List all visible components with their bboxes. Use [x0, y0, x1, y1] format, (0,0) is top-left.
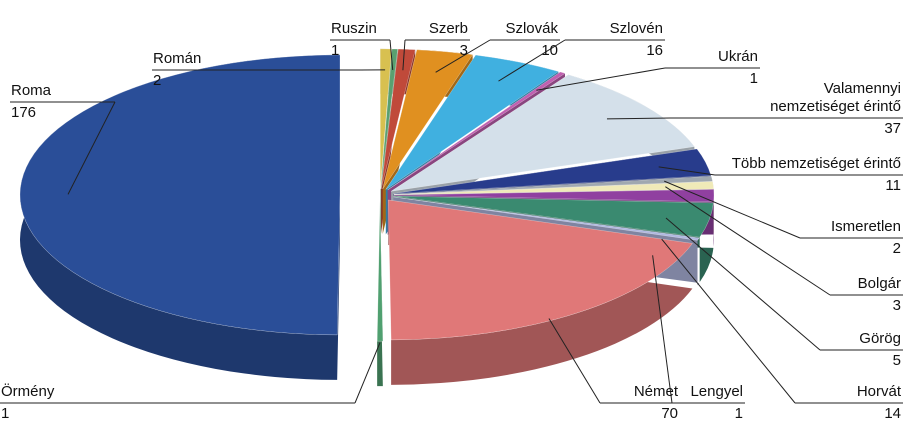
category-label: Lengyel — [690, 383, 743, 400]
category-label: Ruszin — [331, 20, 377, 37]
category-label: Roma — [11, 82, 52, 99]
slice — [393, 176, 713, 195]
slice — [376, 201, 384, 342]
value-label: 1 — [331, 42, 340, 59]
leader-line — [665, 186, 831, 296]
slice — [379, 48, 392, 189]
category-label: Horvát — [856, 383, 901, 400]
value-label: 1 — [1, 405, 10, 422]
category-label: Valamennyi nemzetiséget érintő — [770, 80, 901, 115]
value-label: 11 — [885, 177, 901, 194]
category-label: Szlovén — [609, 20, 663, 37]
slice — [385, 54, 559, 190]
slice — [393, 196, 700, 241]
leader-line — [665, 217, 821, 351]
leader-line — [67, 101, 116, 195]
slice — [387, 71, 566, 191]
value-label: 2 — [892, 240, 901, 257]
leader-line — [402, 39, 406, 71]
slice — [382, 49, 474, 190]
slice — [388, 199, 693, 341]
value-label: 176 — [11, 104, 37, 121]
leader-line — [658, 166, 716, 176]
leader-line — [652, 255, 673, 404]
category-label: Román — [153, 50, 202, 67]
leader-line — [354, 342, 381, 404]
value-label: 10 — [541, 42, 558, 59]
category-label: Ukrán — [717, 48, 758, 65]
leader-line — [389, 39, 394, 71]
leader-line — [548, 318, 601, 404]
value-label: 3 — [459, 42, 468, 59]
leader-line — [536, 67, 666, 91]
slice — [393, 148, 712, 194]
slice — [380, 48, 416, 189]
leader-line — [606, 117, 671, 120]
value-label: 14 — [884, 405, 901, 422]
value-label: 5 — [892, 352, 901, 369]
value-label: 16 — [646, 42, 663, 59]
slice — [393, 181, 714, 195]
value-label: 3 — [892, 297, 901, 314]
value-label: 70 — [661, 405, 678, 422]
slice — [390, 74, 695, 192]
leader-line — [435, 39, 491, 73]
value-label: 1 — [734, 405, 743, 422]
category-label: Bolgár — [857, 275, 901, 292]
slice — [393, 195, 714, 238]
leader-line — [498, 39, 566, 82]
slice — [380, 48, 398, 189]
value-label: 2 — [153, 72, 162, 89]
category-label: Ismeretlen — [830, 218, 901, 235]
category-label: Szlovák — [505, 20, 558, 37]
category-label: Több nemzetiséget érintő — [731, 155, 901, 172]
category-label: Német — [633, 383, 678, 400]
category-label: Örmény — [1, 383, 55, 400]
value-label: 1 — [749, 70, 758, 87]
category-label: Görög — [859, 330, 901, 347]
category-label: Szerb — [428, 20, 468, 37]
leader-line — [661, 238, 796, 404]
value-label: 37 — [884, 120, 901, 137]
leader-line — [664, 180, 801, 239]
